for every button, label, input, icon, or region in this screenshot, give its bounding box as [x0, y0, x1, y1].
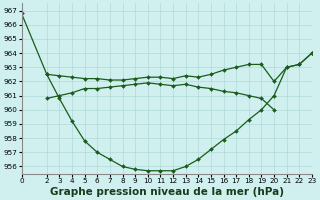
X-axis label: Graphe pression niveau de la mer (hPa): Graphe pression niveau de la mer (hPa): [50, 187, 284, 197]
